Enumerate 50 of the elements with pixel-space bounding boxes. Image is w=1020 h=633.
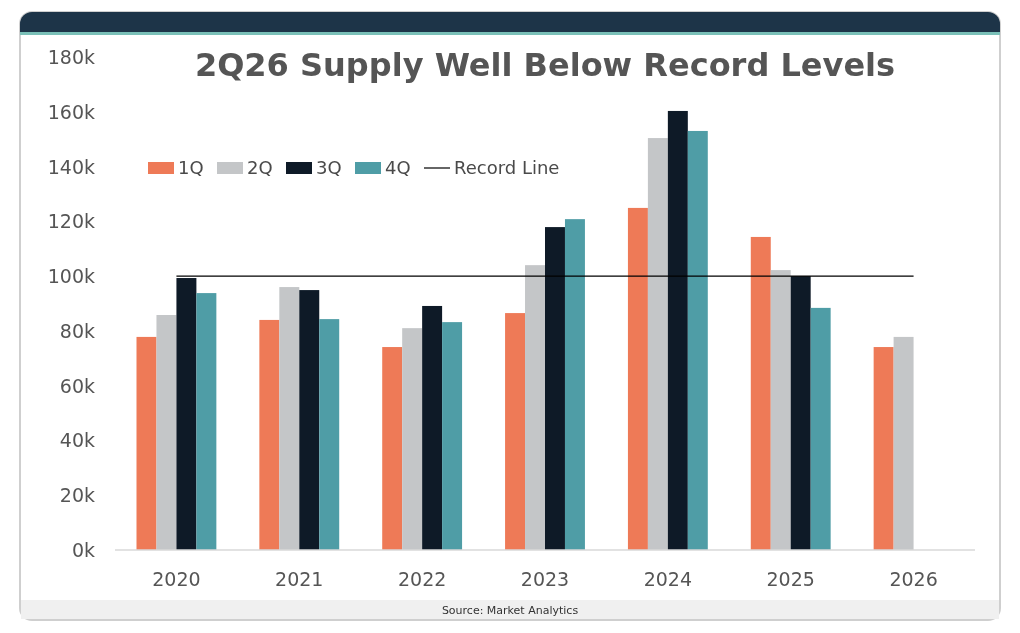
source-note: Source: Market Analytics: [441, 604, 579, 617]
bar: [564, 219, 585, 550]
y-tick-label: 60k: [59, 374, 95, 397]
bar: [667, 110, 688, 550]
bar: [299, 290, 320, 550]
x-tick-label: 2022: [397, 568, 447, 590]
bar: [442, 322, 463, 550]
legend-label: 2Q: [247, 157, 273, 178]
bar: [382, 347, 403, 550]
bar: [422, 305, 443, 550]
bar: [319, 319, 340, 550]
y-tick-label: 40k: [59, 429, 95, 452]
bar: [750, 236, 771, 550]
x-tick-label: 2021: [275, 568, 324, 590]
bar: [545, 227, 565, 550]
y-tick-label: 20k: [59, 484, 95, 507]
bar: [893, 336, 914, 550]
y-tick-label: 100k: [47, 265, 95, 288]
x-tick-label: 2026: [889, 568, 938, 590]
legend-label: 1Q: [178, 157, 204, 178]
x-tick-label: 2023: [520, 568, 570, 590]
bar: [176, 278, 197, 550]
bar: [770, 270, 791, 550]
bar: [525, 265, 545, 550]
bar: [790, 276, 811, 550]
bar: [156, 315, 177, 550]
bar: [505, 313, 526, 550]
bar: [259, 319, 280, 550]
y-tick-label: 80k: [59, 319, 95, 342]
bar: [279, 287, 300, 550]
x-tick-label: 2025: [766, 568, 815, 590]
x-tick-label: 2020: [152, 568, 201, 590]
y-tick-label: 0k: [71, 539, 95, 561]
y-tick-label: 180k: [47, 46, 95, 68]
bar: [810, 307, 831, 550]
bar: [136, 336, 157, 550]
bar: [647, 138, 668, 550]
y-tick-label: 160k: [47, 100, 95, 123]
bar: [687, 130, 708, 550]
legend-label: Record Line: [454, 157, 560, 178]
chart-title: 2Q26 Supply Well Below Record Levels: [194, 46, 896, 84]
bar: [196, 293, 217, 550]
y-tick-label: 120k: [47, 210, 95, 233]
legend-label: 3Q: [316, 157, 342, 178]
x-tick-label: 2024: [643, 568, 693, 590]
legend-label: 4Q: [385, 157, 411, 178]
bar: [873, 347, 894, 550]
bar: [627, 207, 648, 550]
bar: [402, 328, 423, 550]
y-tick-label: 140k: [47, 155, 95, 178]
